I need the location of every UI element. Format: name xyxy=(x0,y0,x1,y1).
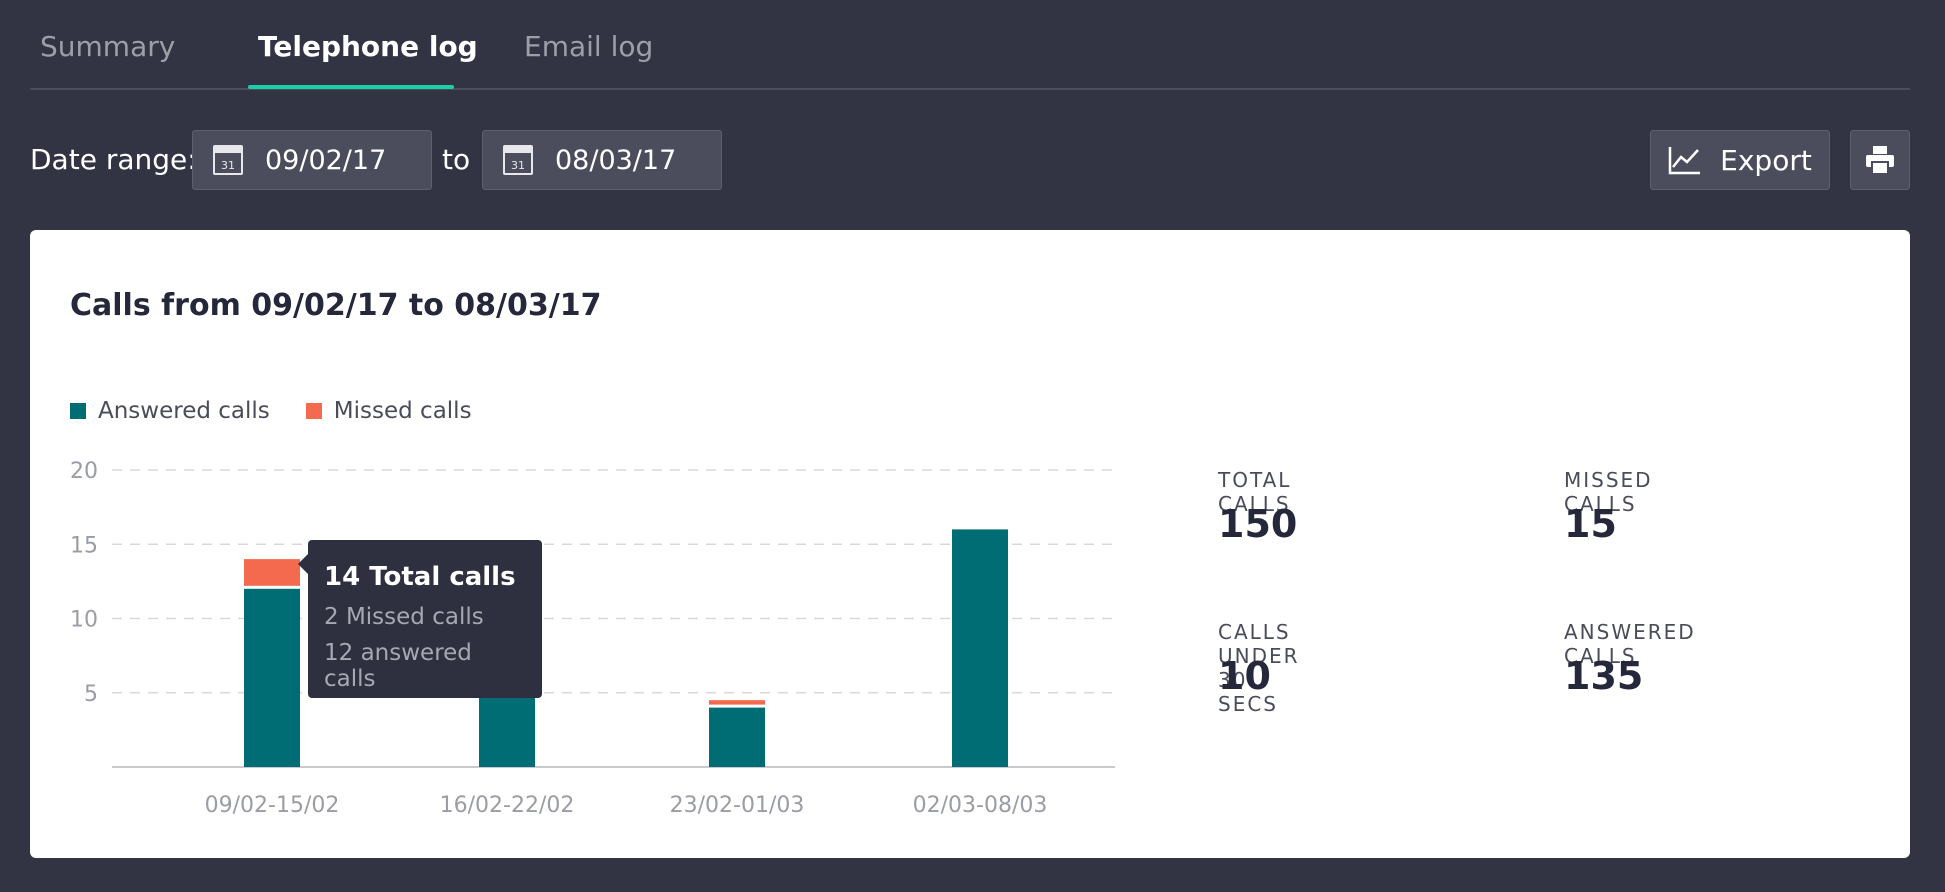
bar-missed xyxy=(709,700,765,705)
from-date-value: 09/02/17 xyxy=(265,144,387,176)
x-tick-label: 23/02-01/03 xyxy=(670,793,805,818)
bar-answered xyxy=(244,588,300,767)
stat-value-under-30: 10 xyxy=(1218,654,1271,698)
calls-card: Calls from 09/02/17 to 08/03/17 Answered… xyxy=(30,230,1910,858)
card-title: Calls from 09/02/17 to 08/03/17 xyxy=(70,288,602,323)
calendar-icon: 31 xyxy=(213,145,243,175)
to-date-picker[interactable]: 31 08/03/17 xyxy=(482,130,722,190)
stat-label-under-30: CALLS UNDER 30 SECS xyxy=(1218,620,1300,716)
stat-value-total: 150 xyxy=(1218,502,1298,546)
calls-bar-chart: 5 10 15 20 09/02-15/02 16/02-22/02 23/02-01/03… xyxy=(70,459,1115,818)
legend-answered[interactable]: Answered calls xyxy=(70,398,270,424)
legend-missed-label: Missed calls xyxy=(333,398,472,424)
tab-email-log[interactable]: Email log xyxy=(524,30,654,63)
tab-bar: Summary Telephone log Email log xyxy=(30,0,1910,90)
y-tick-label: 15 xyxy=(70,533,98,558)
bar-missed xyxy=(244,559,300,586)
to-label: to xyxy=(442,143,471,176)
tooltip-missed: 2 Missed calls xyxy=(324,604,484,630)
stat-label-missed: MISSED CALLS xyxy=(1564,468,1653,516)
stat-value-answered: 135 xyxy=(1564,654,1644,698)
answered-swatch xyxy=(70,403,86,419)
y-tick-label: 20 xyxy=(70,459,98,484)
chart-tooltip: 14 Total calls 2 Missed calls 12 answere… xyxy=(298,540,542,698)
chart-legend: Answered calls Missed calls xyxy=(70,398,472,424)
stat-value-missed: 15 xyxy=(1564,502,1617,546)
active-tab-indicator xyxy=(248,85,454,89)
date-range-label: Date range: xyxy=(30,143,197,176)
export-label: Export xyxy=(1720,143,1812,177)
legend-missed[interactable]: Missed calls xyxy=(305,398,472,424)
bar-answered xyxy=(952,529,1008,767)
bar-answered xyxy=(709,707,765,767)
x-tick-label: 02/03-08/03 xyxy=(913,793,1048,818)
y-tick-label: 10 xyxy=(70,608,98,633)
stat-label-total: TOTAL CALLS xyxy=(1218,468,1292,516)
x-tick-label: 16/02-22/02 xyxy=(440,793,575,818)
stat-label-answered: ANSWERED CALLS xyxy=(1564,620,1696,668)
line-chart-icon xyxy=(1668,147,1701,175)
missed-swatch xyxy=(305,403,322,419)
tab-telephone-log[interactable]: Telephone log xyxy=(258,30,478,63)
x-tick-label: 09/02-15/02 xyxy=(205,793,340,818)
from-date-picker[interactable]: 31 09/02/17 xyxy=(192,130,432,190)
y-tick-label: 5 xyxy=(84,682,98,707)
calendar-icon: 31 xyxy=(503,145,533,175)
tooltip-answered: 12 answered calls xyxy=(324,640,472,692)
tab-summary[interactable]: Summary xyxy=(40,30,176,63)
export-button[interactable]: Export xyxy=(1650,130,1830,190)
tooltip-title: 14 Total calls xyxy=(324,562,516,592)
printer-icon xyxy=(1866,146,1894,175)
legend-answered-label: Answered calls xyxy=(98,398,270,424)
to-date-value: 08/03/17 xyxy=(555,144,677,176)
print-button[interactable] xyxy=(1850,130,1910,190)
